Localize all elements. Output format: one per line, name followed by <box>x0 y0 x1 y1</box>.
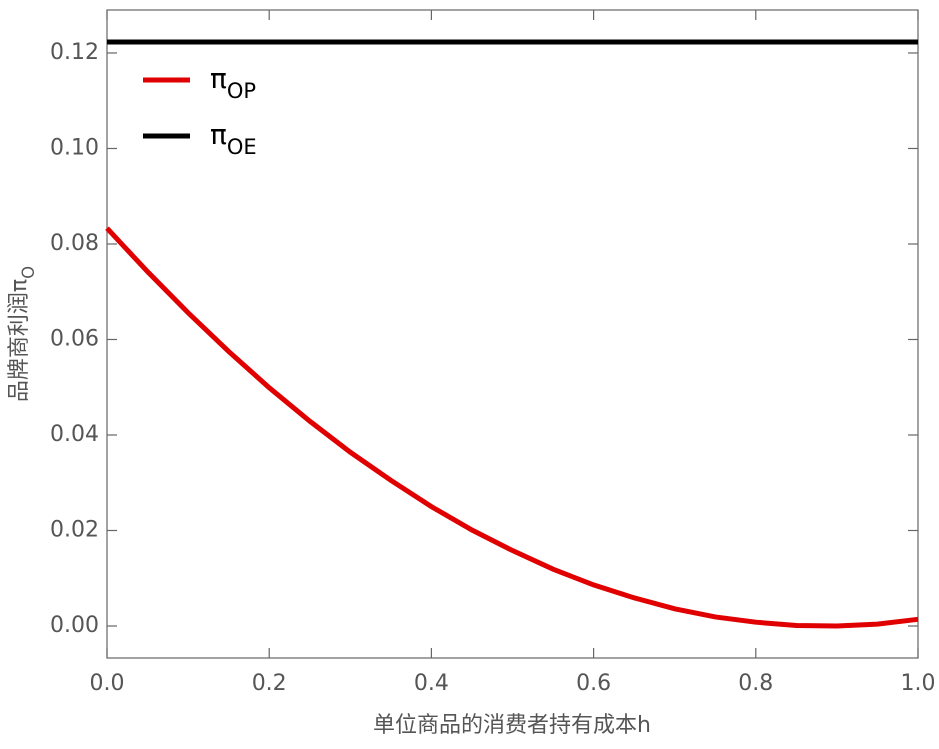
x-tick-label: 0.8 <box>738 671 773 696</box>
x-tick-label: 0.0 <box>90 671 125 696</box>
y-tick-label: 0.06 <box>50 326 99 351</box>
x-tick-label: 1.0 <box>901 671 936 696</box>
y-tick-label: 0.02 <box>50 518 99 543</box>
y-tick-label: 0.12 <box>50 40 99 65</box>
y-axis-label: 品牌商利润πO <box>7 266 38 402</box>
x-tick-label: 0.4 <box>414 671 449 696</box>
y-tick-label: 0.10 <box>50 135 99 160</box>
x-axis-label: 单位商品的消费者持有成本h <box>373 713 651 738</box>
x-tick-label: 0.2 <box>252 671 287 696</box>
legend-label: πOE <box>210 118 257 159</box>
y-tick-label: 0.08 <box>50 231 99 256</box>
legend-label: πOP <box>210 62 256 103</box>
series-line <box>105 226 919 629</box>
y-tick-label: 0.00 <box>50 613 99 638</box>
y-tick-label: 0.04 <box>50 422 99 447</box>
x-tick-label: 0.6 <box>576 671 611 696</box>
plot-frame <box>106 9 919 659</box>
